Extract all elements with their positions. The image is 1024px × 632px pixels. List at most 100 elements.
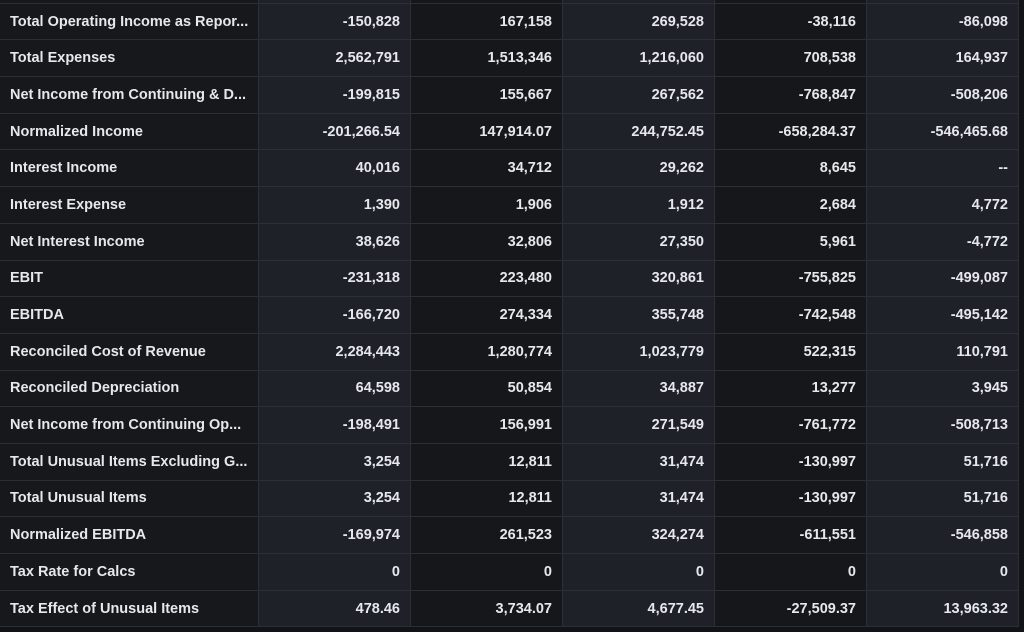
value-cell: -508,206 — [867, 77, 1019, 113]
value-cell: -495,142 — [867, 297, 1019, 333]
value-cell: 34,712 — [411, 150, 563, 187]
table-row[interactable]: Total Operating Income as Repor... -150,8… — [0, 3, 1020, 41]
value-cell: 167,158 — [411, 3, 563, 40]
value-cell: -169,974 — [259, 517, 411, 553]
value-cell: 355,748 — [563, 297, 715, 333]
value-cell: 0 — [563, 554, 715, 590]
value-cell: 38,626 — [259, 223, 411, 260]
table-row[interactable]: Total Expenses 2,562,791 1,513,346 1,216,06… — [0, 40, 1020, 78]
table-row[interactable]: Total Unusual Items 3,254 12,811 31,474 -130… — [0, 480, 1020, 518]
value-cell: -768,847 — [715, 77, 867, 113]
value-cell: 1,280,774 — [411, 333, 563, 370]
value-cell: -231,318 — [259, 260, 411, 297]
value-cell: 13,963.32 — [867, 590, 1019, 627]
row-label: Total Operating Income as Repor... — [0, 3, 259, 40]
value-cell: 34,887 — [563, 370, 715, 407]
row-label: Net Income from Continuing Op... — [0, 407, 259, 443]
table-row[interactable]: Tax Effect of Unusual Items 478.46 3,734.0… — [0, 590, 1020, 628]
value-cell: 0 — [411, 554, 563, 590]
value-cell: 64,598 — [259, 370, 411, 407]
row-label: Reconciled Depreciation — [0, 370, 259, 407]
value-cell: 31,474 — [563, 480, 715, 517]
value-cell: -198,491 — [259, 407, 411, 443]
value-cell: 223,480 — [411, 260, 563, 297]
value-cell: 4,772 — [867, 187, 1019, 223]
table-row[interactable]: Reconciled Cost of Revenue 2,284,443 1,280… — [0, 333, 1020, 371]
value-cell: -27,509.37 — [715, 590, 867, 627]
row-label: Normalized Income — [0, 113, 259, 150]
row-label: Net Income from Continuing & D... — [0, 77, 259, 113]
row-label: Tax Effect of Unusual Items — [0, 590, 259, 627]
value-cell — [563, 0, 715, 3]
value-cell: 1,023,779 — [563, 333, 715, 370]
row-label: EBIT — [0, 260, 259, 297]
row-label: Tax Rate for Calcs — [0, 554, 259, 590]
value-cell: 274,334 — [411, 297, 563, 333]
value-cell — [715, 0, 867, 3]
value-cell: 320,861 — [563, 260, 715, 297]
table-row[interactable]: Tax Rate for Calcs 0 0 0 0 0 — [0, 554, 1020, 591]
value-cell — [411, 0, 563, 3]
value-cell: 1,390 — [259, 187, 411, 223]
value-cell: 261,523 — [411, 517, 563, 553]
value-cell: -742,548 — [715, 297, 867, 333]
value-cell: 50,854 — [411, 370, 563, 407]
value-cell: 155,667 — [411, 77, 563, 113]
value-cell: 1,513,346 — [411, 40, 563, 77]
table-row[interactable]: Net Income from Continuing & D... -199,81… — [0, 77, 1020, 114]
value-cell: 267,562 — [563, 77, 715, 113]
value-cell: -546,858 — [867, 517, 1019, 553]
value-cell: -150,828 — [259, 3, 411, 40]
value-cell: -- — [867, 150, 1019, 187]
value-cell: -38,116 — [715, 3, 867, 40]
value-cell: -658,284.37 — [715, 113, 867, 150]
value-cell — [259, 0, 411, 3]
value-cell: 8,645 — [715, 150, 867, 187]
table-row[interactable]: Reconciled Depreciation 64,598 50,854 34,88… — [0, 370, 1020, 408]
value-cell: 478.46 — [259, 590, 411, 627]
value-cell: 522,315 — [715, 333, 867, 370]
value-cell: 269,528 — [563, 3, 715, 40]
value-cell: -761,772 — [715, 407, 867, 443]
table-row[interactable]: Normalized EBITDA -169,974 261,523 324,274-… — [0, 517, 1020, 554]
value-cell: 51,716 — [867, 480, 1019, 517]
value-cell: 244,752.45 — [563, 113, 715, 150]
value-cell: 1,906 — [411, 187, 563, 223]
value-cell: -199,815 — [259, 77, 411, 113]
value-cell: -166,720 — [259, 297, 411, 333]
value-cell: -611,551 — [715, 517, 867, 553]
table-row[interactable]: EBIT -231,318 223,480 320,861 -755,825 -499,0… — [0, 260, 1020, 298]
value-cell: 271,549 — [563, 407, 715, 443]
value-cell: -755,825 — [715, 260, 867, 297]
value-cell: 708,538 — [715, 40, 867, 77]
value-cell: 40,016 — [259, 150, 411, 187]
table-row[interactable]: Total Unusual Items Excluding G... 3,254 1… — [0, 443, 1020, 481]
value-cell: 147,914.07 — [411, 113, 563, 150]
row-label: Interest Expense — [0, 187, 259, 223]
value-cell: -201,266.54 — [259, 113, 411, 150]
value-cell: -130,997 — [715, 443, 867, 480]
table-row[interactable]: Normalized Income -201,266.54 147,914.07 24… — [0, 113, 1020, 151]
value-cell: -508,713 — [867, 407, 1019, 443]
value-cell: 12,811 — [411, 443, 563, 480]
row-label: Total Unusual Items Excluding G... — [0, 443, 259, 480]
table-row[interactable]: EBITDA -166,720 274,334 355,748 -742,548 -495… — [0, 297, 1020, 334]
value-cell: 0 — [259, 554, 411, 590]
value-cell: -499,087 — [867, 260, 1019, 297]
row-label: Net Interest Income — [0, 223, 259, 260]
right-edge — [1019, 0, 1024, 632]
table-row[interactable]: Interest Income 40,016 34,712 29,262 8,645 -- — [0, 150, 1020, 188]
value-cell: 31,474 — [563, 443, 715, 480]
table-row[interactable] — [0, 0, 1020, 4]
table-row[interactable]: Interest Expense 1,390 1,906 1,912 2,684 4,77… — [0, 187, 1020, 224]
row-label — [0, 0, 259, 3]
table-row[interactable]: Net Income from Continuing Op... -198,491… — [0, 407, 1020, 444]
value-cell: 1,912 — [563, 187, 715, 223]
table-row[interactable]: Net Interest Income 38,626 32,806 27,350 5,9… — [0, 223, 1020, 261]
value-cell: 3,945 — [867, 370, 1019, 407]
value-cell: 0 — [715, 554, 867, 590]
value-cell: 3,734.07 — [411, 590, 563, 627]
row-label: Interest Income — [0, 150, 259, 187]
value-cell: 5,961 — [715, 223, 867, 260]
